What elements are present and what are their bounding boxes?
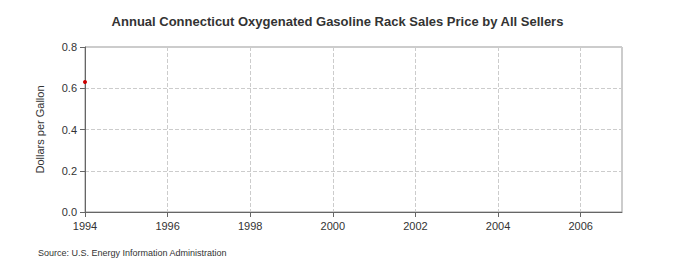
svg-text:0.2: 0.2 <box>62 165 77 177</box>
svg-text:0.8: 0.8 <box>62 41 77 53</box>
svg-text:2004: 2004 <box>486 220 510 232</box>
svg-text:2000: 2000 <box>321 220 345 232</box>
svg-text:1998: 1998 <box>238 220 262 232</box>
svg-text:1994: 1994 <box>73 220 97 232</box>
svg-text:0.6: 0.6 <box>62 82 77 94</box>
svg-text:0.0: 0.0 <box>62 206 77 218</box>
svg-text:Annual Connecticut Oxygenated: Annual Connecticut Oxygenated Gasoline R… <box>112 14 564 29</box>
svg-text:Source: U.S. Energy Informatio: Source: U.S. Energy Information Administ… <box>38 248 227 258</box>
svg-text:2002: 2002 <box>403 220 427 232</box>
svg-text:0.4: 0.4 <box>62 124 77 136</box>
svg-text:1996: 1996 <box>155 220 179 232</box>
svg-text:2006: 2006 <box>568 220 592 232</box>
svg-text:Dollars per Gallon: Dollars per Gallon <box>34 85 46 173</box>
